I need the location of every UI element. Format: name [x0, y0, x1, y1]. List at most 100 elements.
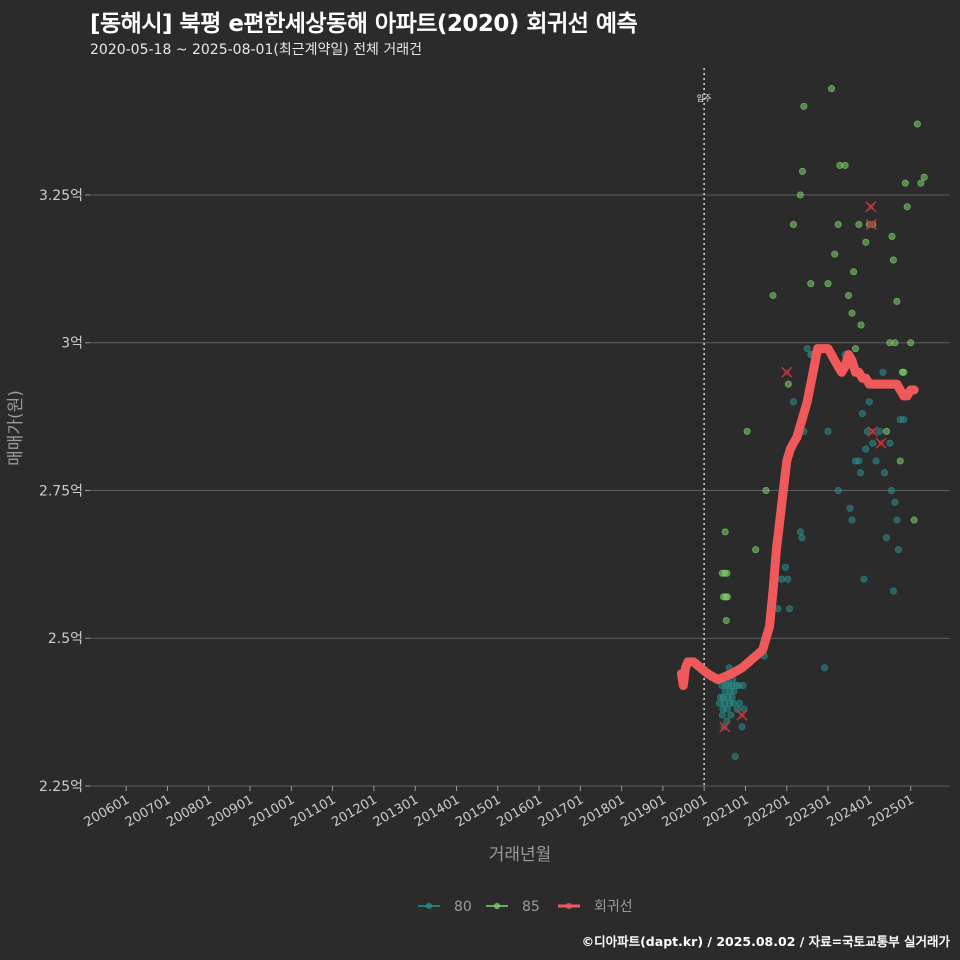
point-series-80 — [846, 504, 854, 512]
y-tick-label: 2.75억 — [39, 483, 83, 499]
legend: 80 85 회귀선 — [418, 899, 633, 915]
point-series-80 — [834, 486, 842, 494]
point-series-80 — [865, 398, 873, 406]
scatter-points — [715, 85, 928, 760]
point-series-85 — [800, 102, 808, 110]
point-series-85 — [857, 321, 865, 329]
point-series-85 — [789, 221, 797, 229]
x-tick-label: 201601 — [495, 792, 545, 830]
point-series-85 — [828, 85, 836, 93]
legend-marker-1 — [493, 902, 501, 910]
y-axis-label: 매매가(원) — [6, 390, 26, 466]
point-series-85 — [896, 457, 904, 465]
point-series-80 — [900, 416, 908, 424]
x-tick-label: 201301 — [371, 792, 421, 830]
point-series-85 — [796, 191, 804, 199]
point-series-80 — [728, 693, 736, 701]
point-series-85 — [900, 368, 908, 376]
x-tick-label: 202101 — [701, 792, 751, 830]
x-tick-label: 201101 — [288, 792, 338, 830]
point-series-85 — [920, 173, 928, 181]
x-tick-label: 200601 — [82, 792, 132, 830]
point-series-85 — [723, 593, 731, 601]
point-series-80 — [879, 368, 887, 376]
point-series-80 — [781, 563, 789, 571]
outlier-cross — [865, 219, 877, 231]
x-tick-label: 202501 — [866, 792, 916, 830]
point-series-80 — [855, 457, 863, 465]
outlier-cross — [867, 425, 879, 437]
point-series-85 — [831, 250, 839, 258]
chart-title: [동해시] 북평 e편한세상동해 아파트(2020) 회귀선 예측 — [90, 11, 638, 37]
point-series-80 — [824, 427, 832, 435]
x-tick-label: 200801 — [164, 792, 214, 830]
point-series-80 — [727, 711, 735, 719]
point-series-80 — [876, 427, 884, 435]
point-series-85 — [743, 427, 751, 435]
point-series-80 — [777, 575, 785, 583]
x-tick-label: 200701 — [123, 792, 173, 830]
point-series-85 — [723, 569, 731, 577]
legend-marker-2 — [565, 902, 573, 910]
x-axis-label: 거래년월 — [489, 845, 552, 865]
x-tick-label: 202301 — [784, 792, 834, 830]
x-tick-label: 201001 — [247, 792, 297, 830]
point-series-85 — [752, 546, 760, 554]
point-series-80 — [872, 457, 880, 465]
point-series-80 — [733, 705, 741, 713]
point-series-80 — [739, 682, 747, 690]
point-series-80 — [889, 587, 897, 595]
point-series-80 — [729, 699, 737, 707]
point-series-85 — [850, 268, 858, 276]
outlier-markers — [719, 201, 887, 733]
point-series-80 — [803, 345, 811, 353]
point-series-80 — [789, 398, 797, 406]
point-series-80 — [738, 723, 746, 731]
x-tick-label: 201701 — [536, 792, 586, 830]
point-series-80 — [886, 439, 894, 447]
point-series-80 — [718, 711, 726, 719]
x-tick-label: 201401 — [412, 792, 462, 830]
move-in-label: 입주 — [697, 94, 712, 103]
point-series-80 — [894, 546, 902, 554]
point-series-80 — [893, 516, 901, 524]
point-series-80 — [736, 699, 744, 707]
outlier-cross — [875, 437, 887, 449]
x-tick-label: 201901 — [618, 792, 668, 830]
point-series-85 — [882, 427, 890, 435]
outlier-cross — [719, 721, 731, 733]
x-tick-label: 200901 — [206, 792, 256, 830]
outlier-cross — [736, 709, 748, 721]
x-tick-label: 201501 — [453, 792, 503, 830]
legend-label-0: 80 — [454, 899, 472, 915]
x-tick-label: 201201 — [329, 792, 379, 830]
point-series-80 — [731, 752, 739, 760]
outlier-cross — [781, 366, 793, 378]
point-series-85 — [862, 238, 870, 246]
chart-subtitle: 2020-05-18 ~ 2025-08-01(최근계약일) 전체 거래건 — [90, 42, 422, 58]
grid-lines — [90, 194, 950, 787]
point-series-80 — [856, 469, 864, 477]
source-caption: ©디아파트(dapt.kr) / 2025.08.02 / 자료=국토교통부 실… — [581, 934, 950, 949]
point-series-80 — [730, 687, 738, 695]
point-series-85 — [807, 280, 815, 288]
point-series-80 — [821, 664, 829, 672]
legend-label-1: 85 — [522, 899, 540, 915]
y-tick-label: 2.5억 — [48, 631, 83, 647]
point-series-80 — [723, 705, 731, 713]
legend-label-2: 회귀선 — [594, 899, 633, 915]
point-series-85 — [841, 161, 849, 169]
point-series-85 — [762, 486, 770, 494]
point-series-85 — [834, 221, 842, 229]
regression-layer — [677, 344, 919, 690]
point-series-85 — [784, 380, 792, 388]
x-tick-label: 202401 — [825, 792, 875, 830]
point-series-85 — [907, 339, 915, 347]
x-axis-ticks: 2006012007012008012009012010012011012012… — [82, 786, 917, 830]
y-tick-label: 2.25억 — [39, 779, 83, 795]
point-series-80 — [796, 528, 804, 536]
point-series-85 — [769, 291, 777, 299]
point-series-85 — [855, 221, 863, 229]
point-series-85 — [798, 167, 806, 175]
point-series-85 — [910, 516, 918, 524]
